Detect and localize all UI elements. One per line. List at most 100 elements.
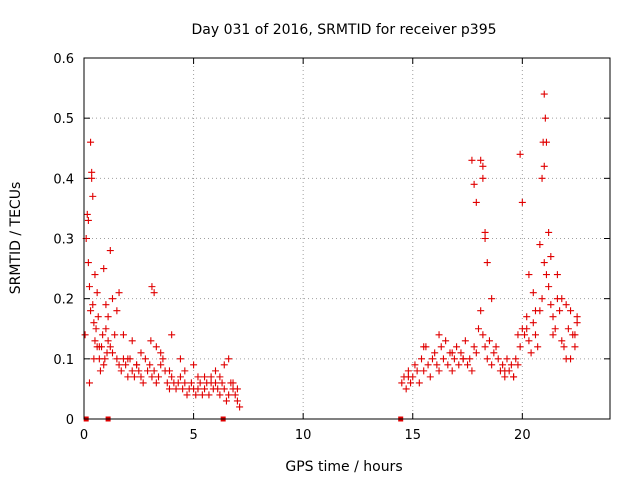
data-point bbox=[104, 313, 112, 321]
y-tick-label: 0.1 bbox=[53, 353, 74, 368]
data-point bbox=[529, 319, 537, 327]
data-point bbox=[147, 337, 155, 345]
data-point bbox=[542, 271, 550, 279]
data-point bbox=[435, 367, 443, 375]
data-point bbox=[516, 150, 524, 158]
data-point bbox=[553, 271, 561, 279]
data-point bbox=[483, 259, 491, 267]
data-point bbox=[220, 361, 228, 369]
data-point bbox=[139, 379, 147, 387]
data-point bbox=[481, 343, 489, 351]
data-point bbox=[90, 319, 98, 327]
y-tick-label: 0.5 bbox=[53, 112, 74, 127]
data-point bbox=[404, 373, 412, 381]
x-tick-labels: 0 5 10 15 20 bbox=[80, 428, 531, 443]
data-point bbox=[83, 210, 91, 218]
data-point bbox=[457, 349, 465, 357]
data-point bbox=[176, 373, 184, 381]
data-point bbox=[165, 385, 173, 393]
data-point bbox=[560, 343, 568, 351]
data-point bbox=[470, 180, 478, 188]
data-point bbox=[152, 379, 160, 387]
data-point bbox=[214, 385, 222, 393]
data-points bbox=[81, 90, 581, 422]
data-point bbox=[207, 373, 215, 381]
data-point bbox=[218, 379, 226, 387]
data-point bbox=[433, 361, 441, 369]
data-point bbox=[424, 361, 432, 369]
data-point bbox=[549, 331, 557, 339]
data-point bbox=[201, 373, 209, 381]
chart-title: Day 031 of 2016, SRMTID for receiver p39… bbox=[191, 22, 496, 38]
data-point bbox=[152, 343, 160, 351]
x-tick-label: 10 bbox=[295, 428, 312, 443]
data-point bbox=[106, 343, 114, 351]
data-point bbox=[540, 162, 548, 170]
data-point bbox=[398, 379, 406, 387]
data-point bbox=[102, 325, 110, 333]
data-point bbox=[466, 355, 474, 363]
data-point bbox=[501, 373, 509, 381]
data-point bbox=[472, 349, 480, 357]
data-point bbox=[514, 331, 522, 339]
data-point bbox=[96, 367, 104, 375]
data-point bbox=[100, 361, 108, 369]
data-point bbox=[90, 355, 98, 363]
data-point bbox=[117, 367, 125, 375]
data-point bbox=[174, 379, 182, 387]
data-point bbox=[531, 307, 539, 315]
data-point bbox=[475, 325, 482, 333]
data-point bbox=[150, 367, 158, 375]
data-point bbox=[437, 343, 445, 351]
data-point bbox=[523, 325, 531, 333]
plot-frame bbox=[83, 57, 611, 420]
data-point bbox=[527, 349, 535, 357]
data-point bbox=[220, 385, 228, 393]
data-point bbox=[510, 373, 518, 381]
data-point bbox=[91, 271, 99, 279]
data-point bbox=[108, 295, 116, 303]
data-point bbox=[231, 391, 239, 399]
data-point bbox=[168, 373, 176, 381]
data-point bbox=[545, 228, 553, 236]
y-tick-label: 0.3 bbox=[53, 233, 74, 248]
x-axis-label: GPS time / hours bbox=[285, 459, 402, 475]
data-point bbox=[128, 367, 136, 375]
data-point bbox=[115, 289, 123, 297]
data-point bbox=[92, 325, 100, 333]
data-point bbox=[499, 361, 507, 369]
data-point bbox=[216, 391, 224, 399]
data-point bbox=[481, 228, 489, 236]
data-point bbox=[101, 355, 109, 363]
data-point bbox=[461, 337, 469, 345]
data-point bbox=[128, 337, 136, 345]
data-point bbox=[453, 343, 461, 351]
data-point bbox=[233, 397, 241, 405]
data-point bbox=[222, 397, 230, 405]
data-point bbox=[108, 349, 116, 357]
data-point bbox=[100, 265, 108, 273]
data-point bbox=[549, 313, 557, 321]
data-point bbox=[545, 283, 553, 291]
data-point bbox=[130, 373, 138, 381]
data-point bbox=[165, 367, 173, 375]
data-point bbox=[106, 247, 114, 255]
data-point bbox=[503, 355, 511, 363]
data-point bbox=[418, 355, 426, 363]
data-point bbox=[198, 391, 206, 399]
data-point bbox=[556, 307, 564, 315]
data-point bbox=[571, 343, 579, 351]
data-point bbox=[111, 331, 119, 339]
data-point bbox=[439, 355, 447, 363]
data-point bbox=[216, 373, 224, 381]
data-point bbox=[516, 343, 524, 351]
y-tick-label: 0.6 bbox=[53, 52, 74, 67]
data-point bbox=[157, 349, 165, 357]
data-point bbox=[225, 391, 233, 399]
data-point bbox=[571, 331, 579, 339]
x-tick-label: 15 bbox=[404, 428, 421, 443]
x-tick-label: 0 bbox=[80, 428, 88, 443]
data-point bbox=[201, 385, 209, 393]
y-tick-label: 0.4 bbox=[53, 172, 74, 187]
data-point bbox=[87, 138, 95, 146]
